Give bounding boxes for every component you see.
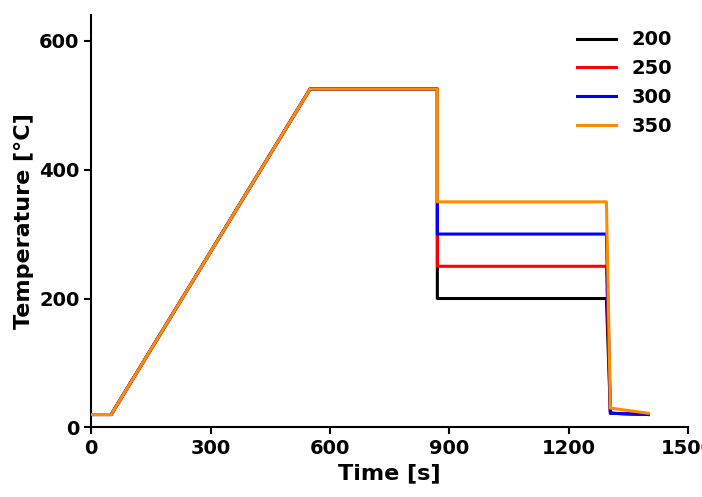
300	[107, 412, 115, 417]
250	[602, 263, 611, 269]
Line: 200: 200	[91, 89, 648, 414]
200	[644, 412, 652, 417]
250	[433, 263, 442, 269]
350	[607, 405, 615, 411]
200	[433, 296, 442, 302]
Y-axis label: Temperature [°C]: Temperature [°C]	[13, 113, 34, 329]
200	[433, 86, 442, 92]
250	[433, 86, 442, 92]
250	[607, 410, 615, 416]
Legend: 200, 250, 300, 350: 200, 250, 300, 350	[571, 25, 678, 142]
200	[306, 86, 314, 92]
250	[306, 86, 314, 92]
350	[306, 86, 314, 92]
200	[87, 412, 95, 417]
350	[433, 86, 442, 92]
300	[607, 410, 615, 416]
250	[644, 412, 652, 417]
300	[433, 86, 442, 92]
300	[306, 86, 314, 92]
350	[107, 412, 115, 417]
300	[433, 231, 442, 237]
350	[602, 199, 611, 205]
350	[433, 199, 442, 205]
X-axis label: Time [s]: Time [s]	[338, 464, 441, 484]
300	[602, 231, 611, 237]
Line: 350: 350	[91, 89, 648, 414]
300	[87, 412, 95, 417]
350	[644, 410, 652, 416]
Line: 300: 300	[91, 89, 648, 414]
350	[87, 412, 95, 417]
Line: 250: 250	[91, 89, 648, 414]
200	[107, 412, 115, 417]
200	[602, 296, 611, 302]
250	[107, 412, 115, 417]
250	[87, 412, 95, 417]
200	[607, 410, 615, 416]
300	[644, 412, 652, 417]
